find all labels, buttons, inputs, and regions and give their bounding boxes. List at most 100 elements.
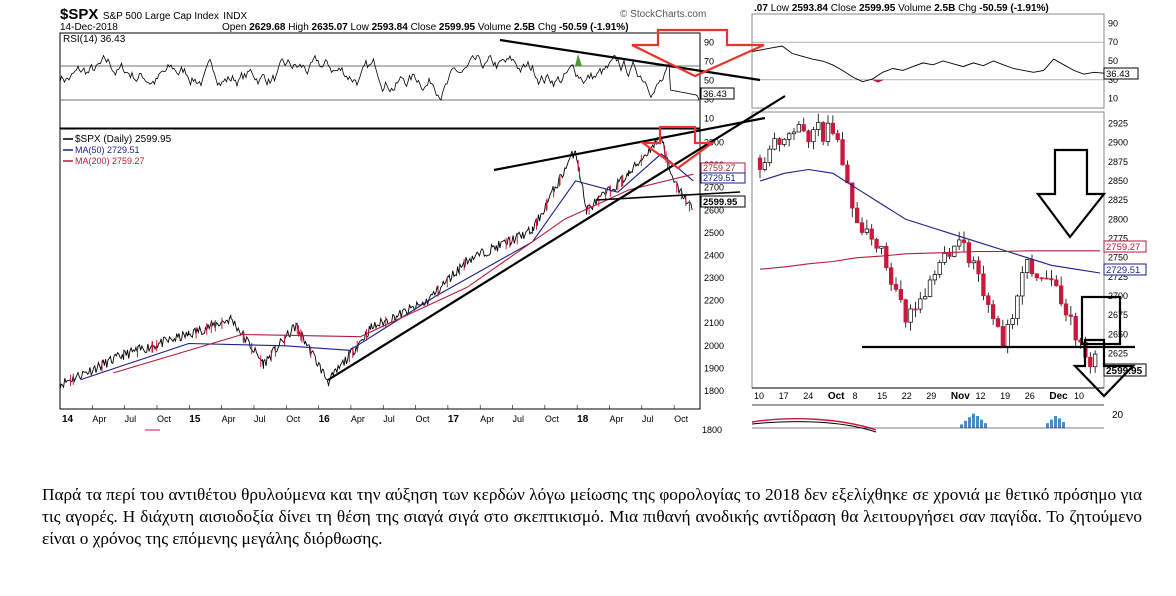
price-tick-label: 2400 [704, 250, 724, 260]
candle-body [1054, 279, 1059, 287]
rsi-tick-label: 10 [704, 114, 714, 124]
rsi-value-badge-right-text: 36.43 [1106, 69, 1130, 80]
right-price-tick-label: 2875 [1108, 157, 1128, 167]
right-x-tick-label: 10 [754, 391, 764, 401]
candle-body [845, 164, 850, 184]
candle-body [981, 273, 986, 297]
badge-close-right-text: 2599.95 [1106, 366, 1143, 377]
rsi-tick-label-right: 90 [1108, 18, 1118, 28]
right-ma200-line [759, 250, 1100, 270]
candle-body [932, 274, 938, 281]
candle-body [830, 122, 836, 134]
legend-ma50: MA(50) 2729.51 [75, 145, 140, 155]
candle-body [1039, 277, 1044, 280]
volume-bar [984, 423, 987, 428]
candle-body [908, 308, 913, 323]
candle-body [971, 260, 976, 264]
candle-body [1034, 273, 1040, 279]
candle-body [854, 207, 860, 224]
symbol: $SPX [60, 6, 99, 23]
candle-body [820, 122, 826, 142]
price-line [59, 136, 693, 390]
price-tick-label: 2500 [704, 228, 724, 238]
rsi-tick-label: 90 [704, 38, 714, 48]
candle-body [884, 245, 889, 269]
price-legend: $SPX (Daily) 2599.95 MA(50) 2729.51 MA(2… [63, 134, 172, 166]
price-x-tick-label: Apr [92, 414, 106, 424]
right-price-tick-label: 2725 [1108, 272, 1128, 282]
candle-body [1029, 259, 1035, 275]
right-price-tick-label: 2850 [1108, 176, 1128, 186]
candle-body [767, 148, 772, 163]
volume-ma-line-2 [751, 421, 877, 433]
price-x-tick-label: Oct [286, 414, 301, 424]
volume-ma-line [751, 418, 877, 431]
black-down-arrow-top [1035, 148, 1107, 239]
right-price-tick-label: 2625 [1108, 349, 1128, 359]
rsi-value-badge-right [1103, 67, 1139, 80]
volume-bar [976, 416, 979, 428]
candle-body [796, 124, 802, 133]
rsi-panel-right-frame [751, 13, 1105, 109]
candle-body [1005, 324, 1010, 347]
candle-body [1000, 326, 1006, 347]
candle-body [801, 124, 806, 132]
candle-body [772, 138, 777, 150]
right-price-tick-label: 2650 [1108, 329, 1128, 339]
rsi-tick-label: 70 [704, 57, 714, 67]
candle-body [1049, 278, 1054, 281]
price-x-tick-label: 17 [448, 414, 460, 425]
candle-body [816, 122, 821, 130]
price-tick-label: 2300 [704, 273, 724, 283]
price-x-tick-label: 15 [189, 414, 201, 425]
upper-trendline [493, 116, 766, 172]
right-x-tick-label: Nov [951, 391, 970, 402]
rsi-ticks-right: 90 70 50 30 10 [1108, 18, 1118, 103]
price-x-tick-label: 14 [62, 414, 74, 425]
candle-body [990, 304, 996, 319]
chart-header: $SPX S&P 500 Large Cap Index INDX [60, 6, 247, 24]
ohlc-readout: Open 2629.68 High 2635.07 Low 2593.84 Cl… [222, 22, 629, 33]
right-x-tick-label: Oct [828, 391, 845, 402]
price-x-tick-label: Apr [609, 414, 623, 424]
price-x-tick-label: Oct [674, 414, 689, 424]
badge-close-left [700, 195, 746, 208]
volume-bar [960, 424, 963, 428]
price-x-tick-label: Apr [480, 414, 494, 424]
price-x-tick-label: Jul [254, 414, 266, 424]
badge-ma50-left [700, 172, 746, 184]
candle-body [1063, 303, 1069, 316]
rsi-tick-label-right: 50 [1108, 56, 1118, 66]
price-x-tick-label: Jul [125, 414, 137, 424]
right-x-tick-label: 8 [852, 391, 857, 401]
candle-body [757, 157, 763, 170]
candle-body [942, 253, 947, 263]
red-down-arrow-price [639, 125, 716, 170]
right-price-tick-label: 2775 [1108, 234, 1128, 244]
price-left-xticks: 14 Apr Jul Oct 15 Apr Jul Oct 16 Apr Jul Oct 17 Apr Ju… [59, 405, 689, 425]
volume-bar [1050, 419, 1053, 428]
rsi-oversold-fill [872, 79, 884, 83]
candle-body [762, 162, 768, 170]
volume-bar [964, 420, 967, 428]
price-left-plot [59, 136, 694, 390]
volume-bar [1062, 422, 1065, 428]
price-tick-label: 2700 [704, 183, 724, 193]
candle-body [1092, 353, 1098, 368]
right-x-tick-label: 24 [803, 391, 813, 401]
price-x-tick-label: Oct [416, 414, 431, 424]
candle-body [850, 182, 855, 209]
badge-ma200-left-text: 2759.27 [703, 163, 736, 173]
volume-tick-20: 20 [1112, 410, 1124, 421]
badge-ma50-right [1103, 263, 1147, 276]
rsi-right-line [751, 45, 1105, 83]
candle-body [922, 296, 928, 300]
candle-body [976, 260, 981, 275]
rsi-label: RSI(14) 36.43 [63, 34, 126, 45]
candle-body [888, 267, 894, 285]
candle-body [1058, 285, 1064, 305]
badge-ma50-left-text: 2729.51 [703, 173, 736, 183]
ohlc-readout-right: .07 Low 2593.84 Close 2599.95 Volume 2.5… [754, 3, 1049, 14]
candle-body [1088, 356, 1093, 368]
